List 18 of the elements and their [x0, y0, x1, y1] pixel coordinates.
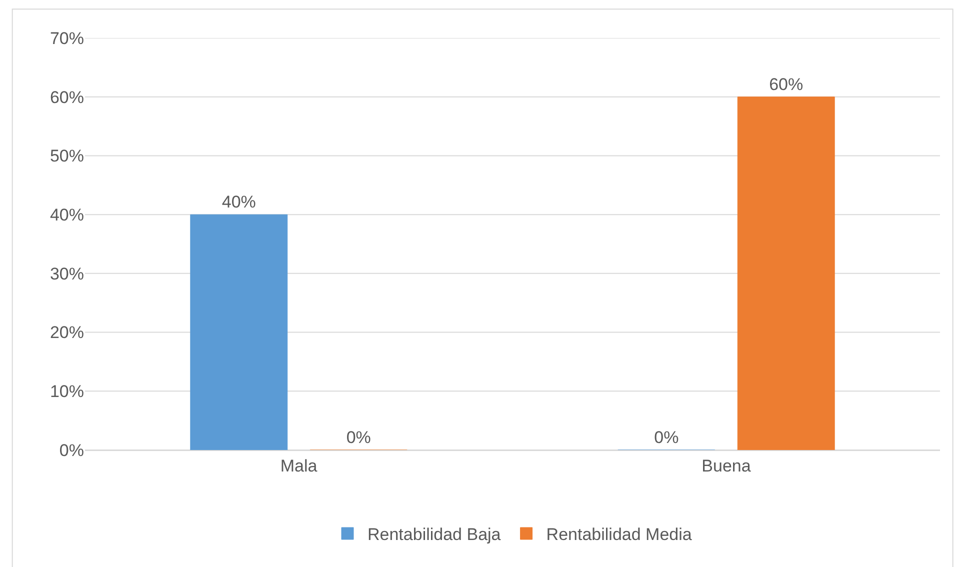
x-tick-label: Buena [702, 456, 752, 476]
y-tick-label: 60% [50, 88, 84, 107]
y-tick-label: 0% [59, 440, 84, 460]
y-tick-label: 70% [50, 28, 84, 48]
data-label: 0% [346, 428, 371, 447]
data-label: 40% [222, 192, 256, 212]
legend-label: Rentabilidad Media [546, 525, 692, 544]
y-tick-label: 50% [50, 146, 84, 166]
y-tick-label: 30% [50, 264, 84, 284]
bar [737, 96, 835, 450]
y-tick-label: 10% [50, 382, 84, 402]
legend-label: Rentabilidad Baja [368, 525, 502, 544]
y-tick-label: 20% [50, 323, 84, 342]
x-tick-label: Mala [280, 456, 318, 476]
y-tick-label: 40% [50, 206, 84, 225]
data-label: 0% [654, 428, 679, 447]
bar [190, 214, 288, 450]
data-label: 60% [769, 74, 804, 94]
